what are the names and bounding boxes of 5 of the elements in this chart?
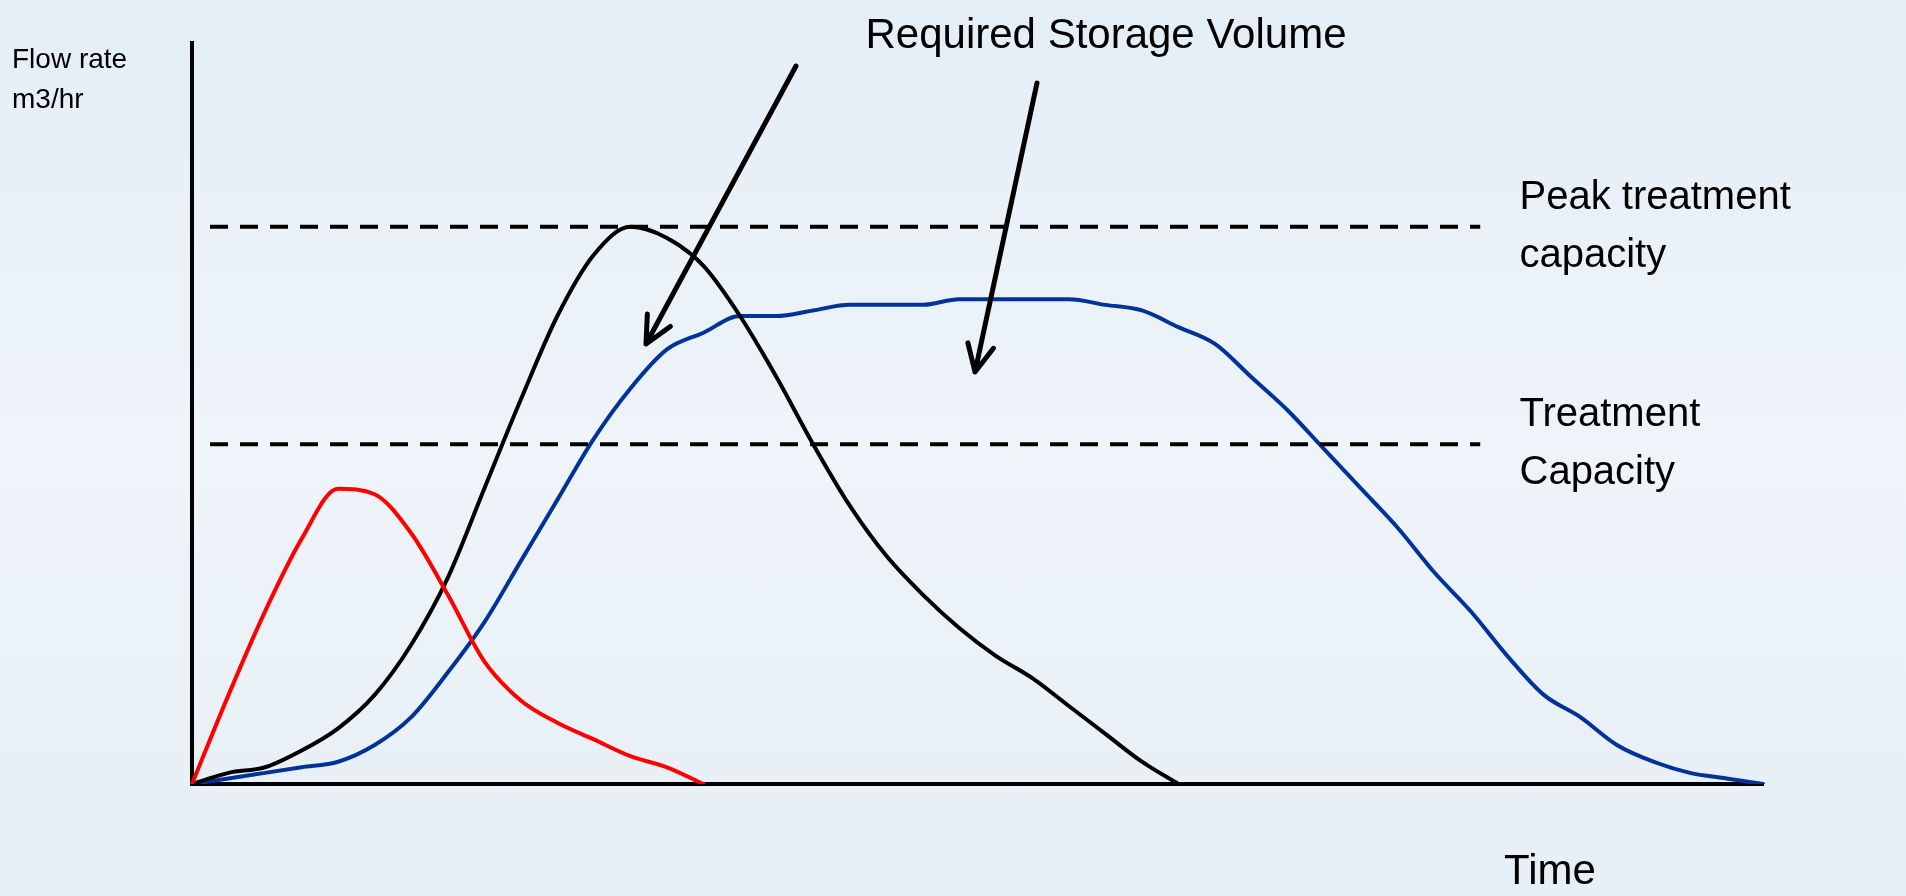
text: Required Storage Volume xyxy=(865,9,1347,57)
y-axis-title: Flow rate m3/hr xyxy=(12,42,128,114)
x-axis-title: Time xyxy=(1504,845,1596,893)
ref-line-label: Treatment Capacity xyxy=(1519,390,1701,493)
ref-line-label: Peak treatment capacity xyxy=(1519,172,1791,275)
